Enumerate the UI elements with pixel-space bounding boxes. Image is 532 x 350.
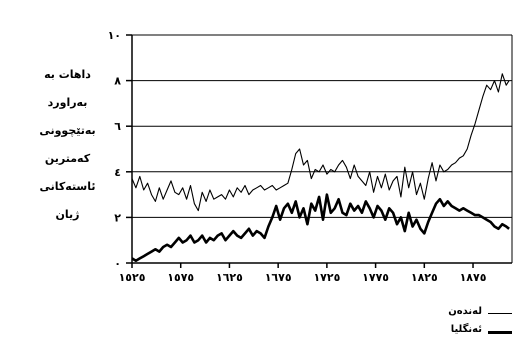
x-tick-label-0: ١٥٢٥ bbox=[119, 271, 146, 284]
y-tick-label-3: ٤ bbox=[114, 166, 121, 179]
series-line-1 bbox=[131, 193, 510, 263]
y-axis-label-line-6: ژیان bbox=[55, 208, 80, 221]
x-tick-label-5: ١٧٧٥ bbox=[362, 271, 389, 284]
legend-line-london bbox=[488, 313, 512, 314]
x-tick-label-4: ١٧٢٥ bbox=[313, 271, 340, 284]
legend-label-england: ئەنگلیا bbox=[450, 324, 482, 335]
y-tick-label-1: ٨ bbox=[114, 75, 121, 88]
y-tick-label-0: ١٠ bbox=[108, 29, 121, 42]
x-tick-label-6: ١٨٢٥ bbox=[411, 271, 438, 284]
x-tick-label-1: ١٥٧٥ bbox=[167, 271, 194, 284]
y-axis-label-line-1: داهات بە bbox=[44, 68, 91, 81]
legend-label-london: لەندەن bbox=[448, 306, 482, 317]
y-axis-label-line-4: کەمترین bbox=[44, 152, 91, 165]
series-line-0 bbox=[131, 73, 510, 212]
legend-line-england bbox=[488, 331, 512, 334]
y-tick-label-2: ٦ bbox=[114, 120, 121, 133]
y-axis-label-line-2: بەراورد bbox=[47, 96, 88, 109]
x-tick-label-3: ١٦٧٥ bbox=[265, 271, 292, 284]
x-tick-label-2: ١٦٢٥ bbox=[216, 271, 243, 284]
y-tick-label-4: ٢ bbox=[114, 211, 121, 224]
y-tick-label-5: ٠ bbox=[114, 257, 121, 270]
y-axis-label-line-5: ئاستەکانی bbox=[39, 180, 96, 193]
x-tick-label-7: ١٨٧٥ bbox=[460, 271, 487, 284]
y-axis-label-line-3: بەتێچوونی bbox=[39, 124, 96, 137]
